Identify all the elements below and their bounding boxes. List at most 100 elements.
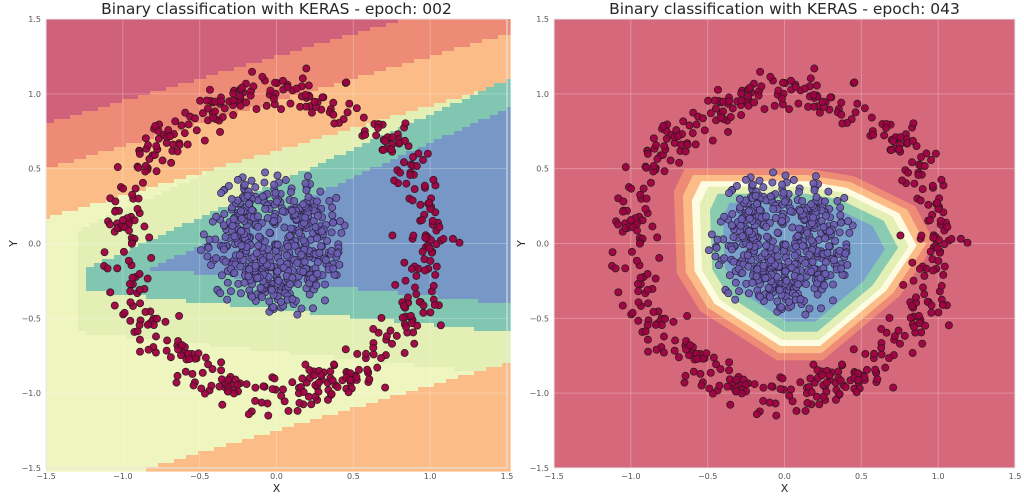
point-class1 — [269, 303, 278, 311]
point-class1 — [299, 267, 308, 276]
point-class0 — [167, 158, 176, 167]
point-class1 — [223, 295, 232, 304]
point-class0 — [390, 176, 399, 185]
point-class0 — [419, 308, 428, 317]
point-class0 — [172, 378, 181, 387]
point-class0 — [849, 345, 858, 354]
point-class0 — [706, 109, 715, 118]
point-class0 — [113, 264, 122, 273]
point-class0 — [634, 298, 643, 307]
point-class1 — [252, 249, 261, 258]
point-class0 — [270, 94, 278, 103]
x-tick-label: 1.0 — [424, 472, 437, 481]
point-class0 — [418, 216, 426, 225]
point-class0 — [812, 81, 821, 90]
point-class0 — [746, 83, 754, 92]
point-class0 — [700, 126, 709, 135]
point-class1 — [254, 222, 263, 231]
point-class0 — [926, 216, 934, 225]
point-class0 — [271, 78, 279, 87]
point-class0 — [822, 378, 831, 387]
point-class1 — [302, 186, 311, 195]
point-class1 — [825, 227, 834, 236]
point-class1 — [228, 221, 237, 230]
point-class0 — [409, 231, 418, 240]
point-class0 — [772, 411, 781, 420]
point-class0 — [188, 369, 197, 378]
point-class1 — [304, 193, 313, 202]
point-class0 — [621, 163, 630, 172]
point-class1 — [267, 286, 276, 294]
point-class1 — [278, 207, 287, 216]
point-class1 — [309, 304, 317, 313]
point-class0 — [361, 130, 370, 139]
point-class1 — [203, 252, 212, 261]
point-class0 — [258, 72, 267, 81]
point-class1 — [290, 197, 299, 205]
point-class1 — [220, 245, 228, 254]
point-class0 — [196, 96, 205, 105]
point-class1 — [271, 188, 280, 197]
point-class0 — [152, 142, 161, 151]
point-class1 — [781, 240, 790, 249]
point-class0 — [412, 162, 421, 171]
point-class0 — [429, 175, 438, 184]
point-class0 — [881, 363, 890, 372]
point-class0 — [217, 366, 226, 375]
point-class0 — [956, 234, 965, 243]
point-class1 — [766, 256, 775, 265]
point-class0 — [778, 94, 786, 103]
point-class0 — [909, 136, 917, 145]
point-class1 — [312, 281, 321, 290]
point-class0 — [425, 198, 434, 207]
point-class0 — [125, 226, 133, 235]
chart-title: Binary classification with KERAS - epoch… — [609, 0, 960, 18]
point-class0 — [266, 86, 275, 95]
point-class1 — [293, 310, 302, 319]
point-class0 — [216, 127, 224, 136]
point-class0 — [832, 395, 840, 404]
point-class0 — [907, 302, 916, 311]
point-class1 — [261, 168, 269, 177]
point-class0 — [153, 314, 161, 323]
point-class0 — [774, 86, 783, 95]
point-class0 — [399, 302, 408, 311]
point-class1 — [212, 212, 221, 221]
point-class0 — [249, 82, 258, 91]
point-class0 — [649, 307, 658, 316]
point-class1 — [300, 257, 309, 266]
point-class1 — [788, 223, 797, 232]
point-class0 — [147, 253, 156, 262]
point-class1 — [205, 235, 214, 244]
point-class0 — [611, 264, 620, 273]
point-class0 — [299, 388, 308, 397]
point-class0 — [398, 313, 407, 322]
point-class0 — [661, 314, 669, 323]
point-class0 — [128, 273, 137, 282]
point-class0 — [787, 76, 795, 85]
point-class1 — [819, 223, 828, 232]
point-class0 — [635, 239, 644, 248]
point-class1 — [791, 242, 800, 251]
point-class1 — [725, 271, 734, 280]
point-class0 — [307, 108, 316, 117]
point-class0 — [937, 281, 946, 290]
point-class0 — [877, 350, 886, 359]
point-class1 — [782, 276, 791, 285]
point-class1 — [204, 243, 213, 252]
point-class0 — [636, 190, 645, 199]
point-class0 — [871, 365, 880, 374]
point-class1 — [769, 168, 777, 177]
point-class0 — [627, 184, 636, 193]
point-class0 — [301, 360, 310, 369]
point-class0 — [804, 102, 813, 111]
point-class1 — [777, 303, 786, 311]
point-class0 — [284, 406, 293, 415]
point-class1 — [810, 186, 819, 195]
point-class0 — [750, 98, 759, 107]
point-class0 — [642, 194, 651, 203]
point-class0 — [627, 247, 636, 256]
point-class0 — [671, 336, 680, 345]
point-class0 — [198, 109, 207, 118]
